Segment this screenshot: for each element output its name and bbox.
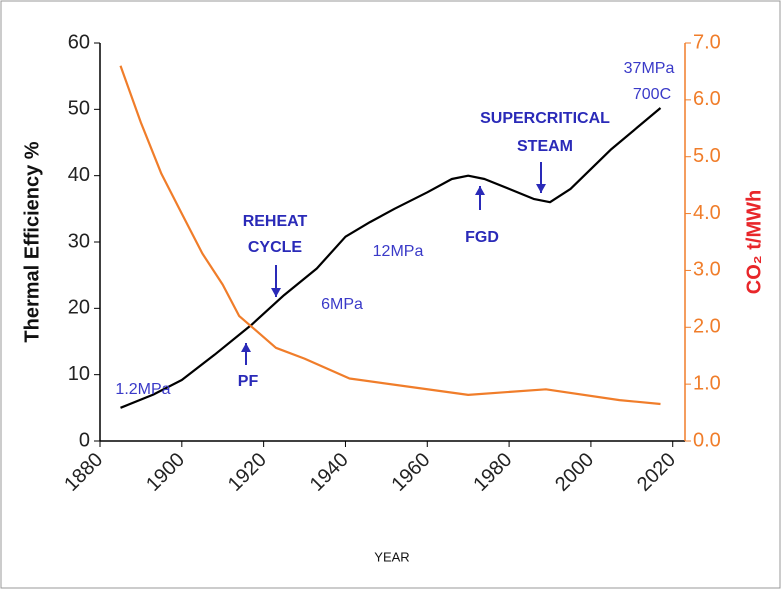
annotation: 6MPa (321, 296, 363, 313)
y-tick-label: 50 (68, 98, 90, 120)
y2-axis-label: CO₂ t/MWh (743, 190, 765, 294)
y-tick-label: 0 (79, 429, 90, 451)
y-tick-label: 20 (68, 297, 90, 319)
y2-tick-label: 1.0 (693, 372, 721, 394)
annotation: 1.2MPa (115, 381, 170, 398)
arrow-head (536, 184, 546, 193)
y-axis-label: Thermal Efficiency % (21, 141, 43, 342)
x-axis-label: YEAR (374, 549, 409, 564)
annotation: FGD (465, 229, 499, 246)
arrow-head (475, 186, 485, 195)
arrow-head (241, 343, 251, 352)
y2-tick-label: 6.0 (693, 88, 721, 110)
annotation: CYCLE (248, 239, 303, 256)
y-tick-label: 10 (68, 363, 90, 385)
y2-tick-label: 4.0 (693, 202, 721, 224)
annotation: SUPERCRITICAL (480, 110, 610, 127)
annotation: REHEAT (243, 213, 308, 230)
data-line (120, 107, 662, 409)
annotation: STEAM (517, 138, 573, 155)
annotation: PF (238, 373, 259, 390)
annotation: 12MPa (373, 243, 424, 260)
y-tick-label: 30 (68, 230, 90, 252)
y2-tick-label: 5.0 (693, 145, 721, 167)
y2-tick-label: 7.0 (693, 31, 721, 53)
annotation: 700C (633, 86, 671, 103)
y2-tick-label: 0.0 (693, 429, 721, 451)
arrow-head (271, 288, 281, 297)
y2-tick-label: 2.0 (693, 316, 721, 338)
annotation: 37MPa (624, 60, 675, 77)
y-tick-label: 60 (68, 31, 90, 53)
data-line (119, 65, 661, 406)
y-tick-label: 40 (68, 164, 90, 186)
y2-tick-label: 3.0 (693, 259, 721, 281)
